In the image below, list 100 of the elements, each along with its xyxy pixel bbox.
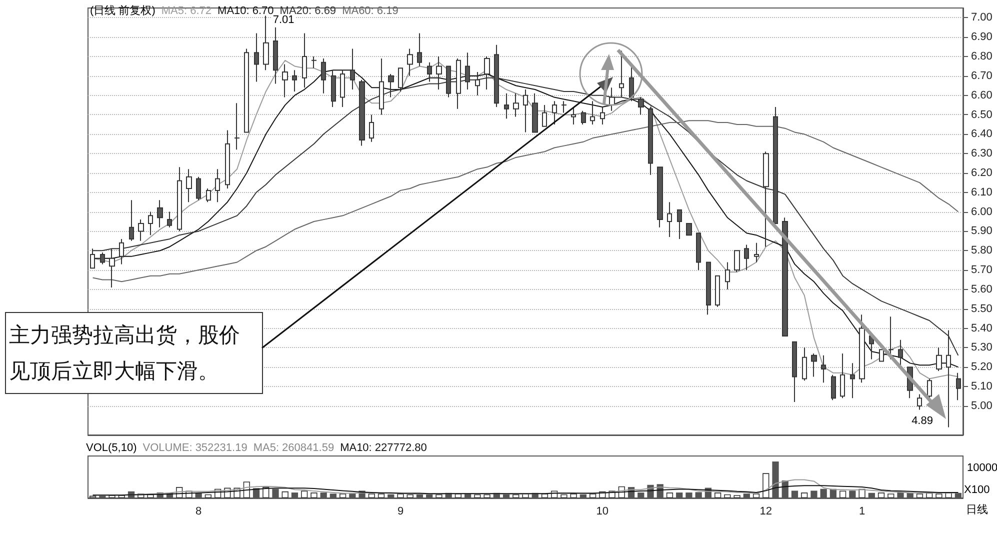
candlestick bbox=[706, 262, 711, 316]
bar bbox=[570, 494, 577, 498]
candlestick bbox=[215, 168, 220, 203]
y-tick-label: 5.50 bbox=[971, 302, 992, 315]
candlestick bbox=[956, 372, 961, 401]
candlestick bbox=[129, 200, 134, 242]
y-tick-label: 5.20 bbox=[971, 361, 992, 374]
annotation: 4.89 bbox=[910, 415, 934, 428]
bar bbox=[734, 495, 740, 498]
candlestick bbox=[888, 316, 894, 360]
text: X100 bbox=[964, 484, 990, 496]
candlestick bbox=[561, 100, 567, 114]
bar bbox=[397, 494, 404, 498]
candlestick bbox=[138, 219, 144, 242]
candlestick bbox=[754, 242, 759, 263]
candlestick bbox=[782, 217, 788, 337]
candlestick bbox=[927, 378, 932, 399]
bar bbox=[589, 494, 596, 498]
candlestick bbox=[234, 102, 240, 150]
candlestick bbox=[263, 15, 269, 71]
y-tick-label: 6.50 bbox=[971, 108, 992, 121]
bar bbox=[484, 494, 490, 498]
candlestick bbox=[677, 209, 682, 240]
candlestick bbox=[686, 222, 692, 236]
text: MA5: 260841.59 bbox=[253, 442, 334, 454]
candlestick bbox=[302, 32, 307, 88]
x-tick-label: 9 bbox=[397, 506, 404, 518]
text: 日线 bbox=[966, 503, 988, 517]
y-tick-label: 5.70 bbox=[971, 264, 992, 276]
candlestick bbox=[792, 341, 797, 403]
candlestick bbox=[581, 110, 586, 125]
candlestick bbox=[206, 188, 211, 203]
bar bbox=[310, 492, 318, 498]
annotation: MA60: 6.19 bbox=[342, 5, 398, 17]
bar bbox=[560, 494, 568, 498]
candlestick bbox=[734, 250, 740, 272]
bar bbox=[724, 494, 731, 498]
bar bbox=[108, 495, 116, 498]
x-tick-label: 10 bbox=[596, 506, 609, 518]
bar bbox=[301, 490, 308, 498]
x-tick-label: 1 bbox=[858, 506, 866, 518]
candlestick bbox=[811, 352, 817, 378]
candlestick bbox=[840, 352, 845, 399]
line-series bbox=[92, 120, 959, 282]
y-tick-label: 6.90 bbox=[971, 31, 992, 44]
candlestick bbox=[167, 211, 172, 228]
candlestick bbox=[715, 275, 720, 308]
bar bbox=[752, 494, 760, 498]
bar bbox=[282, 491, 288, 498]
candlestick bbox=[196, 176, 201, 201]
candlestick bbox=[831, 374, 836, 401]
candlestick bbox=[417, 32, 422, 67]
text: VOLUME: 352231.19 bbox=[142, 442, 248, 454]
bar bbox=[858, 488, 866, 498]
candlestick bbox=[542, 104, 547, 127]
annotation: 主力强势拉高出货，股价见顶后立即大幅下滑。 bbox=[5, 312, 263, 394]
candlestick bbox=[321, 58, 326, 94]
y-tick-label: 6.10 bbox=[971, 186, 992, 198]
candlestick bbox=[773, 106, 778, 224]
bar bbox=[878, 492, 885, 498]
y-tick-label: 6.40 bbox=[971, 128, 992, 140]
y-tick-label: 5.30 bbox=[971, 342, 992, 354]
y-tick-label: 7.00 bbox=[971, 12, 992, 24]
candlestick bbox=[369, 114, 374, 142]
candlestick bbox=[504, 92, 509, 120]
bar bbox=[541, 494, 548, 498]
bar bbox=[666, 492, 674, 498]
candlestick bbox=[186, 168, 192, 203]
candlestick bbox=[109, 248, 115, 288]
candlestick bbox=[667, 202, 672, 238]
candlestick bbox=[350, 48, 355, 90]
candlestick bbox=[552, 100, 557, 125]
candlestick bbox=[936, 347, 942, 372]
candlestick bbox=[898, 339, 903, 366]
bar bbox=[436, 494, 442, 498]
bar bbox=[474, 494, 481, 498]
bar bbox=[714, 492, 722, 498]
bar bbox=[378, 494, 385, 498]
candlestick bbox=[850, 362, 855, 399]
candlestick bbox=[802, 347, 807, 382]
candlestick bbox=[244, 48, 249, 133]
bar bbox=[512, 494, 520, 498]
candlestick bbox=[638, 96, 644, 116]
y-tick-label: 5.80 bbox=[971, 244, 992, 257]
bar bbox=[839, 490, 846, 498]
candlestick bbox=[407, 48, 413, 76]
candlestick bbox=[177, 166, 182, 232]
annotation: MA10: 6.70 bbox=[218, 5, 274, 17]
candlestick bbox=[879, 349, 884, 362]
candlestick bbox=[571, 106, 576, 125]
y-tick-label: 5.60 bbox=[971, 283, 992, 296]
y-tick-label: 6.70 bbox=[971, 70, 992, 82]
y-tick-label: 5.10 bbox=[971, 380, 992, 392]
candlestick bbox=[917, 394, 922, 410]
bar bbox=[888, 494, 894, 498]
y-tick-label: 6.80 bbox=[971, 50, 992, 63]
bar bbox=[801, 492, 808, 498]
bar bbox=[262, 487, 270, 498]
y-tick-label: 5.90 bbox=[971, 225, 992, 238]
candlestick bbox=[600, 106, 605, 125]
